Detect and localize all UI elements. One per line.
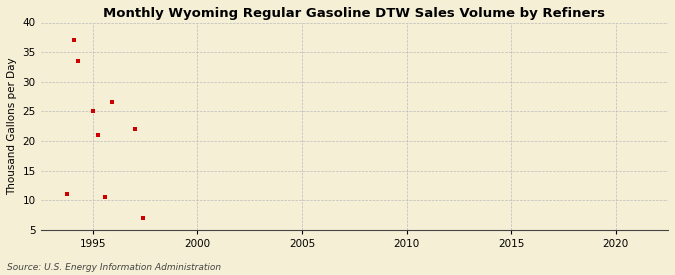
Point [88,109,99,114]
Point [73,59,84,63]
Point [69,38,80,42]
Point [100,195,111,199]
Y-axis label: Thousand Gallons per Day: Thousand Gallons per Day [7,57,17,195]
Point [92,133,103,137]
Point [61,192,72,196]
Point [107,100,117,105]
Text: Source: U.S. Energy Information Administration: Source: U.S. Energy Information Administ… [7,263,221,272]
Point [138,216,148,220]
Title: Monthly Wyoming Regular Gasoline DTW Sales Volume by Refiners: Monthly Wyoming Regular Gasoline DTW Sal… [103,7,605,20]
Point [130,127,140,131]
